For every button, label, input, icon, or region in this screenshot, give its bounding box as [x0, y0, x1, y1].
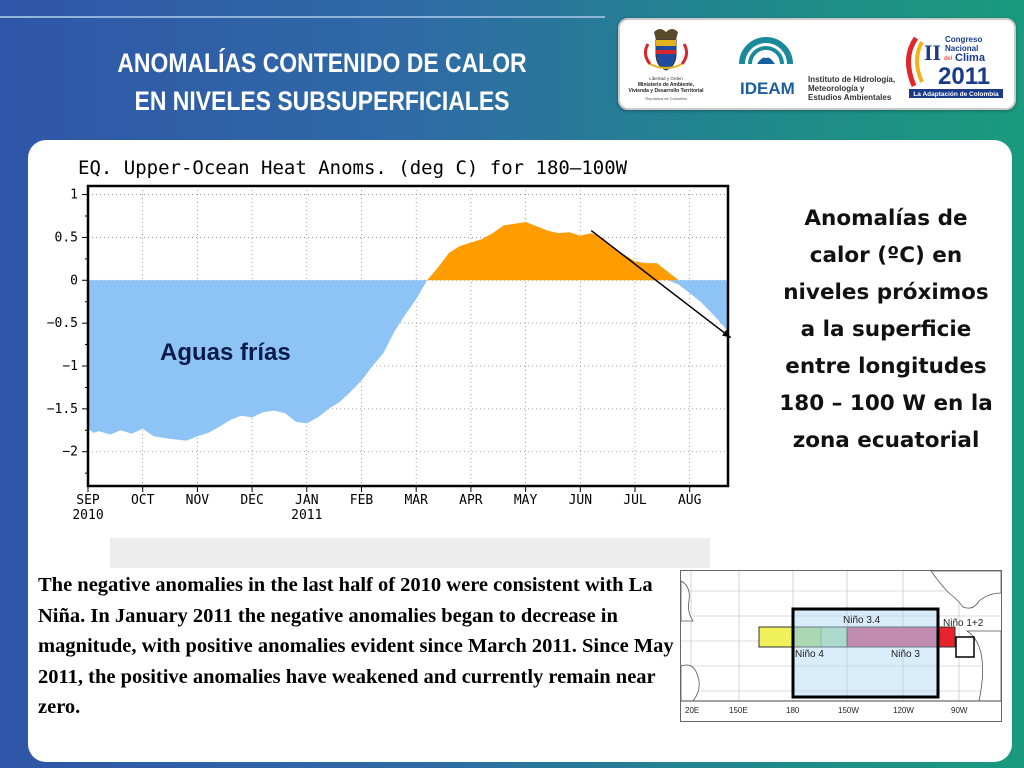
- x-year-label: 2010: [72, 508, 103, 523]
- body-paragraph: The negative anomalies in the last half …: [38, 574, 674, 718]
- y-tick-label: 0: [70, 273, 78, 288]
- map-label-nino34: Niño 3.4: [843, 615, 881, 626]
- congreso-tagline: La Adaptación de Colombia: [913, 91, 999, 98]
- ideam-text-2: Meteorología y: [808, 84, 865, 93]
- congreso-small: Congreso: [945, 35, 982, 44]
- logo-banner: Libertad y Orden Ministerio de Ambiente,…: [618, 18, 1016, 110]
- map-lon-180: 180: [786, 706, 800, 715]
- congreso-nacional: Nacional: [945, 44, 978, 53]
- x-tick-label: OCT: [131, 493, 155, 508]
- map-lon-20e: 20E: [685, 706, 699, 715]
- positive-anomaly-area: [88, 222, 728, 281]
- map-label-nino3: Niño 3: [891, 649, 920, 660]
- side-line-4: a la superficie: [800, 317, 972, 342]
- y-tick-label: −1: [62, 359, 78, 374]
- map-coastlines: [680, 570, 1002, 702]
- x-tick-label: JAN: [295, 493, 318, 508]
- govt-text-2: Ministerio de Ambiente,: [638, 82, 695, 88]
- congreso-roman: II: [924, 40, 941, 65]
- nino12-region: [936, 626, 956, 648]
- side-line-1: Anomalías de: [804, 206, 968, 231]
- y-tick-label: 0.5: [55, 230, 78, 245]
- side-line-5: entre longitudes: [785, 354, 987, 379]
- x-year-label: 2011: [291, 508, 322, 523]
- x-tick-label: SEP: [76, 493, 100, 508]
- x-tick-label: JUN: [569, 493, 592, 508]
- watermark-band: [110, 538, 710, 568]
- govt-text-1: Libertad y Orden: [649, 76, 683, 81]
- x-tick-label: DEC: [240, 493, 263, 508]
- govt-text-3: Vivienda y Desarrollo Territorial: [628, 88, 704, 94]
- side-line-7: zona ecuatorial: [792, 428, 980, 453]
- ideam-text-1: Instituto de Hidrología,: [808, 75, 895, 84]
- slide-title-line1: ANOMALÍAS CONTENIDO DE CALOR: [117, 48, 527, 78]
- side-line-3: niveles próximos: [783, 280, 989, 305]
- chart-annotation-aguas-frias: Aguas frías: [160, 339, 291, 366]
- slide-title: ANOMALÍAS CONTENIDO DE CALOR EN NIVELES …: [101, 44, 543, 120]
- x-tick-label: MAR: [404, 493, 428, 508]
- ideam-name: IDEAM: [740, 79, 795, 98]
- map-label-nino12: Niño 1+2: [943, 618, 984, 629]
- trend-arrow-line: [590, 229, 732, 339]
- y-tick-label: −1.5: [47, 402, 78, 417]
- slide-title-line2: EN NIVELES SUBSUPERFICIALES: [134, 86, 510, 116]
- ideam-logo: [739, 37, 793, 65]
- x-tick-label: FEB: [350, 493, 374, 508]
- map-lon-90w: 90W: [951, 706, 968, 715]
- map-lon-150e: 150E: [729, 706, 748, 715]
- congreso-del: del: [944, 56, 952, 62]
- plot-frame: [86, 184, 730, 488]
- chart-title: EQ. Upper-Ocean Heat Anoms. (deg C) for …: [78, 157, 628, 179]
- x-tick-label: AUG: [678, 493, 702, 508]
- x-tick-label: APR: [459, 493, 483, 508]
- side-description: Anomalías de calor (ºC) en niveles próxi…: [768, 200, 1004, 459]
- y-tick-label: −2: [62, 445, 78, 460]
- ideam-text-3: Estudios Ambientales: [808, 93, 892, 102]
- x-tick-label: MAY: [514, 493, 538, 508]
- govt-text-4: República de Colombia: [645, 96, 687, 101]
- y-tick-label: 1: [70, 188, 78, 203]
- congreso-clima-logo: II Congreso Nacional del Clima 2011 La A…: [906, 35, 1003, 98]
- top-divider-line: [0, 16, 605, 18]
- negative-anomaly-area: [88, 280, 728, 441]
- x-tick-label: NOV: [186, 493, 210, 508]
- y-tick-label: −0.5: [47, 316, 78, 331]
- x-tick-label: JUL: [623, 493, 647, 508]
- congreso-clima: Clima: [955, 52, 986, 64]
- map-label-nino4: Niño 4: [795, 649, 824, 660]
- map-lon-120w: 120W: [893, 706, 914, 715]
- side-line-2: calor (ºC) en: [809, 243, 963, 268]
- congreso-year: 2011: [938, 63, 990, 90]
- side-line-6: 180 – 100 W en la: [779, 391, 993, 416]
- map-lon-150w: 150W: [838, 706, 859, 715]
- heat-anomaly-chart: EQ. Upper-Ocean Heat Anoms. (deg C) for …: [38, 148, 738, 533]
- colombia-coat-of-arms-logo: [643, 29, 689, 71]
- nino-regions-map: Niño 3.4 Niño 4 Niño 3 Niño 1+2 20E 150E…: [680, 570, 1002, 722]
